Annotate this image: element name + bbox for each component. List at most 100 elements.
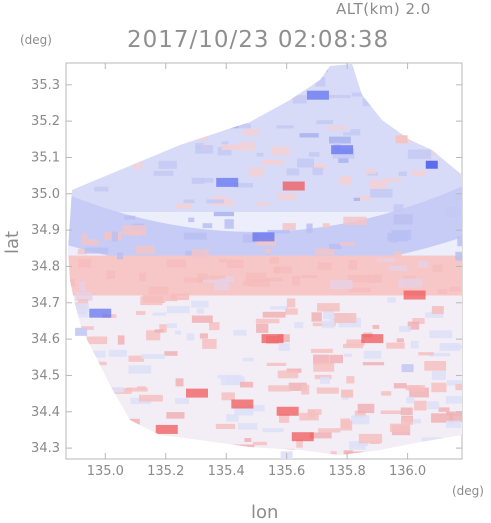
echo-strong-cell: [216, 177, 239, 187]
echo-cell: [306, 223, 313, 233]
echo-cell: [398, 171, 407, 176]
echo-cell: [196, 308, 205, 314]
echo-cell: [401, 417, 413, 425]
echo-cell: [399, 325, 411, 332]
echo-cell: [393, 251, 402, 257]
echo-outlier: [395, 135, 408, 144]
echo-cell: [449, 414, 462, 423]
echo-cell: [137, 149, 150, 158]
echo-field: [68, 64, 462, 455]
echo-cell: [158, 160, 177, 169]
echo-outlier: [425, 160, 438, 169]
echo-cell: [418, 352, 434, 356]
echo-cell: [209, 322, 220, 331]
echo-cell: [318, 428, 341, 433]
echo-cell: [116, 93, 136, 99]
echo-cell: [152, 312, 167, 316]
echo-cell: [88, 361, 107, 366]
echo-cell: [136, 245, 155, 254]
echo-cell: [130, 145, 142, 154]
echo-cell: [260, 160, 272, 164]
echo-cell: [188, 217, 195, 223]
echo-cell: [170, 293, 189, 301]
echo-cell: [139, 272, 146, 282]
echo-cell: [277, 193, 297, 201]
y-tick-label: 35.2: [31, 114, 60, 129]
echo-cell: [316, 120, 334, 125]
echo-cell: [326, 126, 348, 130]
echo-cell: [421, 437, 443, 448]
echo-cell: [146, 330, 161, 341]
echo-cell: [316, 387, 339, 394]
echo-cell: [108, 349, 127, 357]
echo-cell: [214, 280, 230, 291]
echo-cell: [330, 451, 337, 455]
echo-cell: [242, 357, 254, 362]
echo-cell: [143, 295, 166, 303]
y-tick-label: 34.9: [31, 223, 60, 238]
echo-cell: [242, 234, 260, 243]
echo-cell: [262, 428, 284, 433]
echo-cell: [313, 354, 330, 365]
echo-cell: [126, 387, 148, 392]
echo-cell: [362, 362, 385, 366]
echo-cell: [317, 262, 332, 270]
echo-cell: [119, 109, 127, 115]
echo-cell: [243, 281, 252, 286]
echo-cell: [106, 270, 115, 279]
echo-cell: [262, 311, 286, 318]
echo-cell: [409, 387, 429, 398]
echo-strong-cell: [282, 181, 305, 191]
echo-cell: [269, 257, 279, 264]
echo-cell: [104, 149, 117, 153]
echo-cell: [342, 395, 349, 400]
echo-cell: [367, 274, 382, 283]
echo-cell: [340, 242, 356, 246]
echo-strong-cell: [89, 308, 112, 318]
echo-cell: [202, 279, 217, 283]
echo-cell: [68, 303, 89, 312]
echo-cell: [148, 286, 169, 295]
echo-cell: [68, 427, 76, 436]
echo-cell: [68, 65, 76, 70]
echo-cell: [238, 114, 245, 124]
y-tick-label: 35.1: [31, 150, 60, 165]
echo-strong-cell: [185, 388, 208, 398]
echo-strong-cell: [291, 432, 314, 442]
echo-cell: [431, 370, 446, 380]
echo-cell: [425, 312, 444, 318]
timestamp-title: 2017/10/23 02:08:38: [127, 27, 390, 53]
echo-cell: [221, 392, 235, 401]
echo-cell: [294, 322, 304, 329]
echo-cell: [445, 207, 461, 217]
echo-cell: [393, 204, 404, 212]
echo-cell: [322, 320, 335, 329]
echo-cell: [263, 159, 284, 165]
echo-cell: [269, 306, 289, 310]
echo-cell: [319, 376, 330, 384]
echo-cell: [175, 330, 181, 335]
echo-strong-cell: [306, 90, 329, 100]
echo-cell: [277, 370, 299, 379]
echo-cell: [91, 350, 106, 358]
echo-cell: [315, 76, 326, 87]
echo-cell: [101, 86, 110, 91]
echo-cell: [333, 313, 357, 323]
echo-strong-cell: [361, 334, 384, 344]
echo-cell: [255, 77, 270, 84]
y-tick-label: 35.3: [31, 78, 60, 93]
echo-cell: [301, 384, 310, 395]
x-unit-label: (deg): [452, 484, 484, 498]
echo-cell: [279, 414, 290, 423]
echo-cell: [208, 275, 225, 279]
echo-cell: [191, 315, 213, 323]
echo-cell: [431, 413, 453, 423]
echo-cell: [412, 318, 425, 324]
echo-cell: [265, 248, 272, 254]
echo-cell: [343, 450, 353, 455]
echo-cell: [414, 400, 427, 411]
echo-cell: [405, 138, 415, 143]
echo-cell: [308, 152, 320, 157]
echo-cell: [248, 167, 265, 177]
echo-cell: [242, 128, 259, 136]
